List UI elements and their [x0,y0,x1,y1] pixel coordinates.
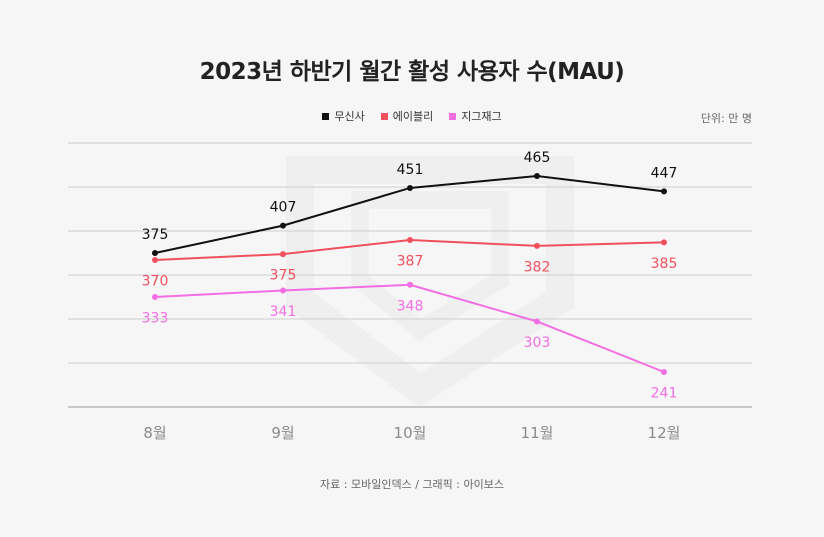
data-label: 348 [397,298,424,314]
legend-label: 에이블리 [392,110,434,123]
data-point [280,251,286,258]
x-tick-label: 11월 [521,424,554,442]
data-label: 465 [524,150,551,166]
x-axis-ticks: 8월 9월 10월 11월 12월 [143,424,680,442]
grid-lines [68,142,752,408]
series-zigzag: 333 341 348 303 241 [142,281,678,402]
watermark-logo [286,156,574,408]
data-point [152,250,158,256]
data-point [661,239,667,246]
legend-item-zigzag: 지그재그 [449,108,502,124]
data-label: 451 [397,162,424,178]
data-point [661,188,667,195]
legend-item-musinsa: 무신사 [322,108,365,124]
data-point [407,237,413,243]
source-caption: 자료 : 모바일인덱스 / 그래픽 : 아이보스 [320,478,504,491]
data-label: 382 [524,259,551,275]
data-label: 375 [142,227,169,243]
data-point [280,287,286,294]
legend-label: 무신사 [334,110,365,123]
data-point [407,281,413,288]
legend-swatch [380,112,388,120]
data-label: 370 [142,274,169,290]
legend: 무신사 에이블리 지그재그 [0,108,824,124]
x-tick-label: 9월 [271,424,294,442]
legend-label: 지그재그 [461,110,502,123]
unit-label: 단위: 만 명 [700,112,752,125]
data-point [534,173,540,179]
data-point [534,318,540,325]
series-musinsa: 375 407 451 465 447 [142,150,678,256]
series-ably: 370 375 387 382 385 [142,237,678,290]
data-label: 303 [524,335,551,351]
x-tick-label: 8월 [143,424,166,442]
legend-swatch [449,112,457,120]
x-tick-label: 12월 [648,424,681,442]
legend-swatch [322,112,330,120]
data-label: 333 [142,311,169,327]
data-point [152,257,158,263]
data-label: 341 [270,304,297,320]
data-point [152,294,158,300]
data-label: 375 [270,268,297,284]
data-label: 387 [397,254,424,270]
x-tick-label: 10월 [394,424,427,442]
data-label: 241 [651,386,678,402]
data-label: 407 [270,200,297,216]
chart-title: 2023년 하반기 월간 활성 사용자 수(MAU) [199,59,625,85]
data-point [280,222,286,229]
data-point [534,242,540,249]
data-point [661,369,667,375]
legend-item-ably: 에이블리 [380,108,434,124]
data-label: 385 [651,256,678,272]
data-point [407,184,413,191]
data-label: 447 [651,165,678,181]
